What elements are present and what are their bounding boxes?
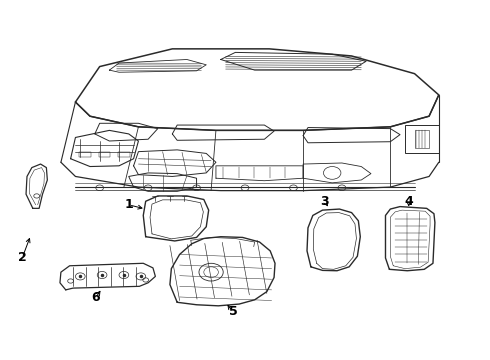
Bar xyxy=(118,152,130,157)
Bar xyxy=(79,152,91,157)
Text: 5: 5 xyxy=(228,305,237,318)
Text: 6: 6 xyxy=(92,291,100,304)
Text: 1: 1 xyxy=(124,198,133,211)
Bar xyxy=(415,130,429,148)
Bar xyxy=(405,125,439,153)
Text: 2: 2 xyxy=(18,252,26,265)
Text: 3: 3 xyxy=(320,195,329,208)
Text: 4: 4 xyxy=(404,195,413,208)
Bar xyxy=(98,152,110,157)
